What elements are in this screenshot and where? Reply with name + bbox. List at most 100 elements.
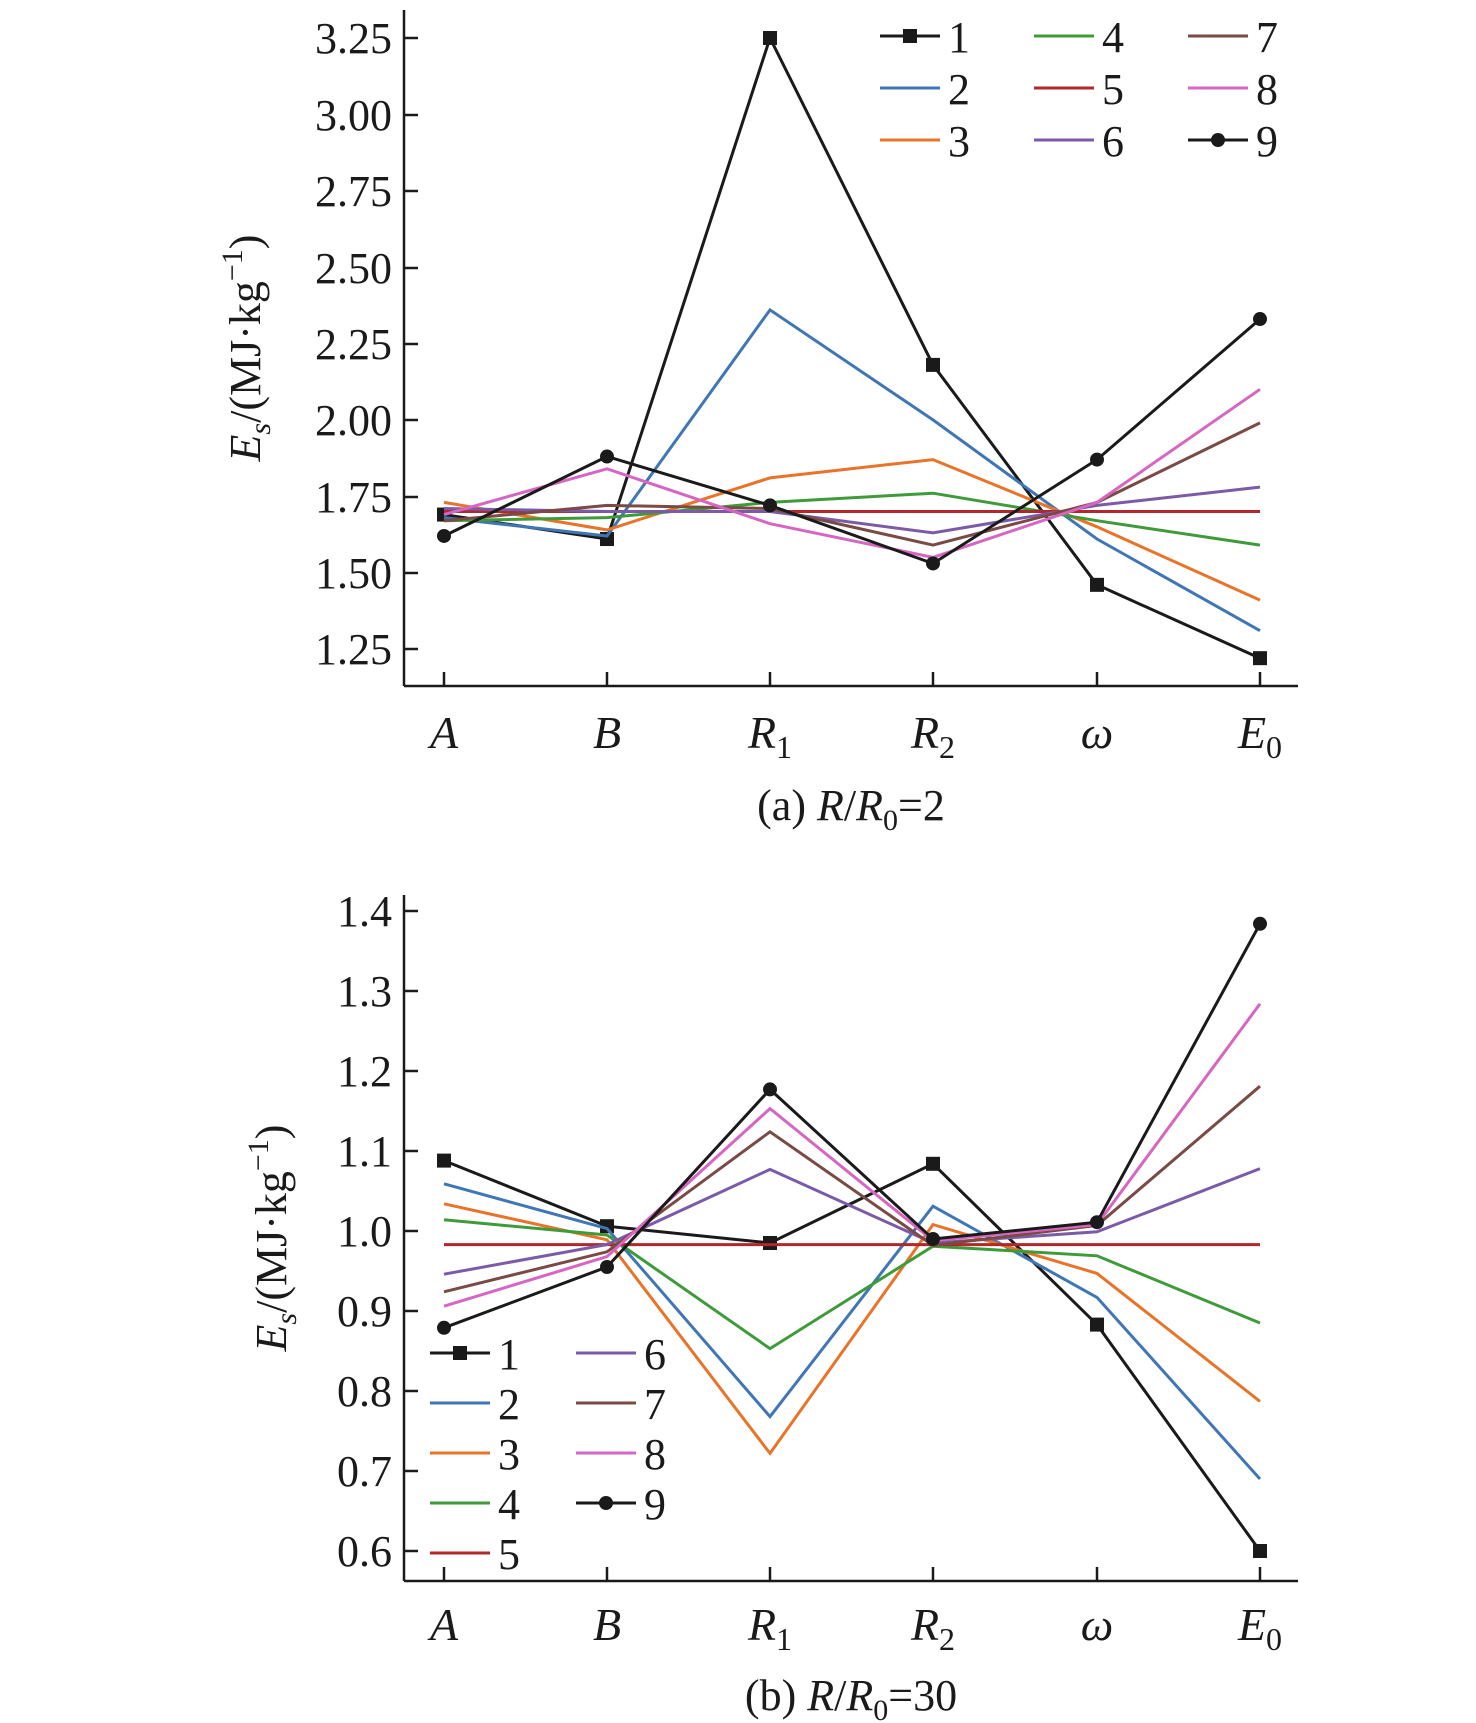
legend-3-label: 3 [948, 117, 970, 166]
legend-1-marker [453, 1346, 467, 1360]
series-1-point [926, 1156, 940, 1171]
y-tick-label: 2.50 [315, 244, 392, 293]
y-axis-label: Es/(MJ·kg−1) [216, 235, 277, 463]
panel-b-chart: 0.60.70.80.91.01.11.21.31.4A B R1 R2 ω E0Es/(… [242, 887, 1298, 1723]
x-tick-label: E0 [1237, 1599, 1282, 1657]
series-8-line [443, 388, 1261, 559]
x-tick-label: ω [1081, 707, 1113, 758]
caption-sub: 0 [873, 1694, 888, 1723]
legend-8-label: 8 [644, 1430, 666, 1479]
y-tick-label: 2.00 [315, 396, 392, 445]
caption-slash: / [834, 1671, 847, 1720]
series-1-line [443, 34, 1261, 660]
y-tick-label: 2.75 [315, 167, 392, 216]
y-axis-label-unit: /(MJ·kg [221, 281, 270, 423]
series-3-line [443, 458, 1261, 602]
x-tick-label-sub: 1 [776, 1621, 792, 1657]
legend-6-label: 6 [1102, 117, 1124, 166]
x-tick-label: R1 [747, 1599, 792, 1657]
legend-9-marker [1211, 133, 1225, 147]
x-tick-label-sub: 2 [939, 729, 955, 765]
panel-a-chart: 1.251.501.752.002.252.502.753.003.25A B R1… [216, 10, 1298, 837]
x-tick-label: A [427, 1599, 459, 1650]
y-tick-label: 1.4 [337, 887, 392, 936]
series-2-line [443, 307, 1261, 633]
series-1-point [1253, 651, 1267, 666]
series-1-point [763, 1236, 777, 1250]
legend-7-label: 7 [1256, 13, 1278, 62]
legend-9-label: 9 [644, 1480, 666, 1529]
x-tick-label-main: R [910, 1599, 939, 1650]
legend-1-label: 1 [498, 1330, 520, 1379]
x-tick-label-main: B [593, 707, 621, 758]
y-axis-label: Es/(MJ·kg−1) [242, 1125, 303, 1353]
series-2-line [443, 1182, 1262, 1481]
x-tick-label: E0 [1237, 707, 1282, 765]
legend-5-label: 5 [498, 1530, 520, 1579]
x-tick-label-main: ω [1081, 1599, 1113, 1650]
x-tick-label-sub: 1 [776, 729, 792, 765]
x-tick-label-sub: 0 [1266, 729, 1282, 765]
y-axis-label-sup: −1 [242, 1139, 275, 1171]
series-1-point [1090, 1317, 1104, 1332]
series-7-line [443, 1085, 1261, 1294]
y-tick-label: 0.9 [337, 1287, 392, 1336]
x-tick-label-main: R [910, 707, 939, 758]
series-1-point [1090, 577, 1104, 592]
series-4-line [443, 1218, 1261, 1351]
x-tick-label-main: ω [1081, 707, 1113, 758]
x-tick-label: R1 [747, 707, 792, 765]
y-tick-label: 1.75 [315, 473, 392, 522]
series-9-point [1253, 312, 1267, 327]
series-4-line [443, 491, 1261, 547]
y-axis-label-unit: /(MJ·kg [247, 1171, 296, 1313]
series-9-point [600, 1260, 614, 1274]
panel-caption: (a) R/R0=2 [757, 781, 945, 837]
y-tick-label: 0.6 [337, 1527, 392, 1576]
x-tick-label: R2 [910, 707, 955, 765]
series-9-line [443, 923, 1262, 1330]
legend: 123 456 789 [880, 13, 1278, 166]
series-9-point [600, 449, 614, 464]
x-tick-label-main: R [747, 707, 776, 758]
series-3-line [443, 1202, 1261, 1456]
legend-5-label: 5 [1102, 65, 1124, 114]
caption-slash: / [844, 781, 857, 830]
y-axis-label-close: ) [247, 1125, 296, 1140]
series-1-point [600, 1219, 614, 1234]
series-1-point [926, 357, 940, 372]
x-tick-label: A [427, 707, 459, 758]
y-tick-label: 1.25 [315, 625, 392, 674]
legend-4-label: 4 [1102, 13, 1124, 62]
y-tick-label: 1.50 [315, 549, 392, 598]
y-tick-label: 3.25 [315, 14, 392, 63]
legend-2-label: 2 [948, 65, 970, 114]
y-axis-label-sub: s [270, 1313, 303, 1325]
y-axis-label-main: E [221, 434, 270, 462]
caption-var2: R [855, 781, 883, 830]
y-tick-label: 1.2 [337, 1047, 392, 1096]
panel-caption: (b) R/R0=30 [745, 1671, 957, 1723]
y-tick-label: 0.7 [337, 1447, 392, 1496]
series-9-point [763, 1082, 777, 1097]
y-tick-label: 1.1 [337, 1127, 392, 1176]
x-tick-label-sub: 0 [1266, 1621, 1282, 1657]
legend-7-label: 7 [644, 1380, 666, 1429]
x-tick-label-main: E [1237, 707, 1266, 758]
x-tick-label-main: A [427, 707, 459, 758]
series-9-point [926, 556, 940, 571]
y-axis-label-sub: s [244, 423, 277, 435]
caption-prefix: (a) [757, 781, 817, 830]
legend-9-label: 9 [1256, 117, 1278, 166]
y-tick-label: 1.0 [337, 1207, 392, 1256]
y-tick-label: 0.8 [337, 1367, 392, 1416]
series-9-point [437, 1320, 451, 1335]
series-1-line [443, 1159, 1262, 1552]
y-axis-label-main: E [247, 1324, 296, 1352]
series-9-point [763, 498, 777, 513]
caption-prefix: (b) [745, 1671, 807, 1720]
x-tick-label-main: E [1237, 1599, 1266, 1650]
caption-var: R [806, 1671, 834, 1720]
legend-8-label: 8 [1256, 65, 1278, 114]
